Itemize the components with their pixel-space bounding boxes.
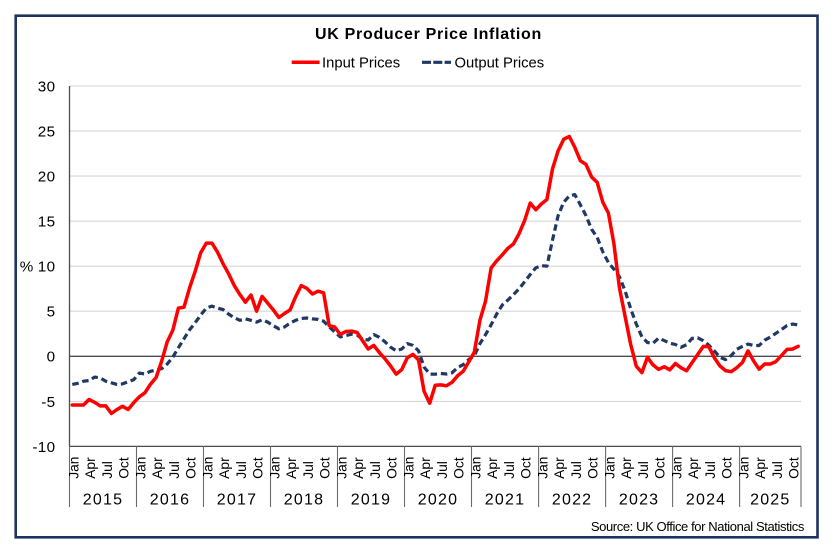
svg-text:Oct: Oct: [653, 457, 668, 479]
svg-text:Oct: Oct: [452, 457, 467, 479]
svg-text:Jul: Jul: [569, 461, 584, 479]
svg-text:Apr: Apr: [351, 457, 366, 479]
svg-text:Oct: Oct: [117, 457, 132, 479]
svg-text:Jul: Jul: [368, 461, 383, 479]
svg-text:UK Producer Price Inflation: UK Producer Price Inflation: [315, 26, 542, 43]
svg-text:Jan: Jan: [468, 457, 483, 479]
svg-text:2018: 2018: [284, 492, 324, 509]
svg-text:2024: 2024: [686, 492, 726, 509]
svg-text:Oct: Oct: [586, 457, 601, 479]
svg-text:Oct: Oct: [251, 457, 266, 479]
svg-text:Apr: Apr: [150, 457, 165, 479]
svg-text:Oct: Oct: [787, 457, 802, 479]
svg-text:Apr: Apr: [686, 457, 701, 479]
svg-text:Oct: Oct: [385, 457, 400, 479]
svg-text:Jan: Jan: [670, 457, 685, 479]
svg-text:Input Prices: Input Prices: [322, 55, 400, 71]
svg-text:Jan: Jan: [133, 457, 148, 479]
svg-text:Jul: Jul: [234, 461, 249, 479]
svg-text:20: 20: [38, 169, 56, 186]
svg-text:Jan: Jan: [334, 457, 349, 479]
svg-text:25: 25: [38, 124, 56, 141]
svg-text:Jan: Jan: [535, 457, 550, 479]
svg-text:Jul: Jul: [502, 461, 517, 479]
svg-text:Apr: Apr: [485, 457, 500, 479]
svg-text:5: 5: [47, 304, 56, 321]
svg-text:15: 15: [38, 214, 56, 231]
svg-text:Jul: Jul: [167, 461, 182, 479]
svg-text:Apr: Apr: [217, 457, 232, 479]
svg-text:Source: UK Office for National: Source: UK Office for National Statistic…: [591, 519, 805, 534]
svg-text:Oct: Oct: [184, 457, 199, 479]
svg-text:10: 10: [38, 259, 56, 276]
svg-text:%: %: [20, 259, 34, 276]
svg-text:Oct: Oct: [318, 457, 333, 479]
svg-text:Jul: Jul: [703, 461, 718, 479]
svg-text:2019: 2019: [351, 492, 391, 509]
svg-text:Jan: Jan: [401, 457, 416, 479]
svg-text:Apr: Apr: [619, 457, 634, 479]
svg-text:Jan: Jan: [267, 457, 282, 479]
svg-text:Apr: Apr: [83, 457, 98, 479]
svg-text:Jan: Jan: [603, 457, 618, 479]
svg-text:Jul: Jul: [770, 461, 785, 479]
svg-text:2016: 2016: [150, 492, 190, 509]
svg-text:-5: -5: [41, 394, 55, 411]
svg-text:Jul: Jul: [435, 461, 450, 479]
svg-text:Jul: Jul: [301, 461, 316, 479]
svg-text:Apr: Apr: [753, 457, 768, 479]
svg-text:Jul: Jul: [100, 461, 115, 479]
svg-text:30: 30: [38, 78, 56, 95]
svg-text:Jan: Jan: [66, 457, 81, 479]
svg-text:2022: 2022: [552, 492, 592, 509]
svg-text:Jul: Jul: [636, 461, 651, 479]
svg-text:Oct: Oct: [519, 457, 534, 479]
svg-text:-10: -10: [32, 439, 55, 456]
svg-text:Output Prices: Output Prices: [455, 55, 545, 71]
svg-text:Jan: Jan: [737, 457, 752, 479]
svg-text:Apr: Apr: [552, 457, 567, 479]
svg-text:2025: 2025: [750, 492, 790, 509]
svg-text:Oct: Oct: [720, 457, 735, 479]
svg-text:2020: 2020: [418, 492, 458, 509]
svg-text:2017: 2017: [217, 492, 257, 509]
svg-text:0: 0: [47, 349, 56, 366]
svg-text:2023: 2023: [619, 492, 659, 509]
svg-text:Apr: Apr: [284, 457, 299, 479]
svg-text:Apr: Apr: [418, 457, 433, 479]
svg-text:Jan: Jan: [200, 457, 215, 479]
svg-text:2015: 2015: [83, 492, 123, 509]
svg-text:2021: 2021: [485, 492, 525, 509]
